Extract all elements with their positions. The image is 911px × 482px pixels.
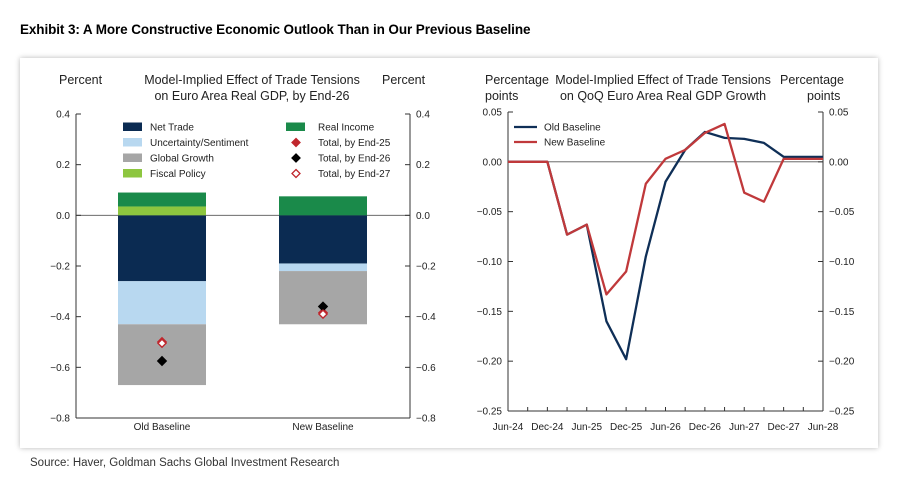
right-chart-x-tick-label: Dec-24 — [531, 422, 564, 433]
right-chart-left-tick-label: 0.05 — [483, 108, 503, 119]
right-chart-x-tick-label: Dec-27 — [768, 422, 801, 433]
right-chart-title-line-1: Model-Implied Effect of Trade Tensions — [555, 73, 771, 87]
left-chart-left-unit: Percent — [59, 73, 103, 87]
legend-label: New Baseline — [544, 138, 606, 149]
legend-swatch — [123, 169, 142, 178]
left-chart-title-line-2: on Euro Area Real GDP, by End-26 — [154, 89, 349, 103]
legend-swatch — [123, 122, 142, 131]
legend-label: Fiscal Policy — [150, 169, 206, 180]
legend-marker — [291, 168, 301, 179]
legend-label: Uncertainty/Sentiment — [150, 138, 249, 149]
bar-segment-global-growth — [118, 324, 206, 386]
right-chart-x-tick-label: Dec-26 — [689, 422, 722, 433]
right-chart-right-tick-label: −0.20 — [829, 357, 855, 368]
legend-label: Real Income — [318, 123, 375, 134]
bar-segment-net-trade — [118, 215, 206, 282]
legend-label: Net Trade — [150, 123, 194, 134]
left-chart-right-tick-label: 0.0 — [416, 211, 430, 222]
left-chart-right-tick-label: −0.8 — [416, 414, 436, 425]
right-chart-right-tick-label: −0.10 — [829, 257, 855, 268]
legend-marker — [291, 153, 301, 163]
left-chart-left-tick-label: 0.2 — [56, 160, 70, 171]
bar-segment-real-income — [279, 196, 367, 216]
right-chart-x-tick-label: Jun-27 — [729, 422, 760, 433]
legend-label: Global Growth — [150, 154, 214, 165]
left-chart-left-tick-label: −0.2 — [50, 262, 70, 273]
right-chart-x-tick-label: Jun-25 — [571, 422, 602, 433]
left-chart-right-tick-label: −0.4 — [416, 312, 436, 323]
right-chart-left-unit-line-1: Percentage — [485, 73, 549, 87]
legend-label: Total, by End-27 — [318, 169, 391, 180]
bar-segment-uncertainty — [118, 281, 206, 325]
right-chart-right-tick-label: −0.25 — [829, 407, 855, 418]
right-chart-left-tick-label: 0.00 — [483, 157, 503, 168]
left-chart-right-unit: Percent — [382, 73, 426, 87]
right-chart-right-unit-line-1: Percentage — [780, 73, 844, 87]
marker-marker-end27 — [157, 338, 167, 349]
left-chart-left-tick-label: −0.6 — [50, 363, 70, 374]
marker-marker-end26 — [156, 355, 168, 367]
legend-swatch — [123, 138, 142, 147]
right-line-chart: Percentage points Percentage points Mode… — [477, 73, 855, 433]
left-chart-left-tick-label: 0.0 — [56, 211, 70, 222]
right-chart-left-tick-label: −0.10 — [477, 257, 503, 268]
right-chart-right-tick-label: 0.05 — [829, 108, 849, 119]
left-chart-right-tick-label: −0.2 — [416, 262, 436, 273]
right-chart-left-unit-line-2: points — [485, 89, 518, 103]
left-chart-category-label: Old Baseline — [134, 422, 191, 433]
exhibit-title: Exhibit 3: A More Constructive Economic … — [20, 22, 531, 37]
right-chart-x-tick-label: Jun-24 — [493, 422, 524, 433]
left-chart-right-tick-label: 0.4 — [416, 110, 430, 121]
charts-canvas: Percent Percent Model-Implied Effect of … — [50, 73, 855, 433]
right-chart-left-tick-label: −0.20 — [477, 357, 503, 368]
left-chart-left-tick-label: −0.8 — [50, 414, 70, 425]
legend-label: Total, by End-26 — [318, 154, 391, 165]
right-chart-left-tick-label: −0.05 — [477, 207, 503, 218]
left-chart-left-tick-label: −0.4 — [50, 312, 70, 323]
bar-segment-real-income — [118, 192, 206, 207]
right-chart-right-tick-label: −0.05 — [829, 207, 855, 218]
right-chart-x-tick-label: Dec-25 — [610, 422, 643, 433]
bar-segment-net-trade — [279, 215, 367, 264]
right-chart-left-tick-label: −0.25 — [477, 407, 503, 418]
legend-marker — [291, 137, 301, 148]
legend-label: Total, by End-25 — [318, 138, 391, 149]
legend-label: Old Baseline — [544, 123, 601, 134]
bar-segment-fiscal-policy — [118, 206, 206, 216]
right-chart-right-unit-line-2: points — [807, 89, 840, 103]
line-series-new-baseline-line — [508, 122, 823, 296]
right-chart-x-tick-label: Jun-28 — [808, 422, 839, 433]
left-chart-right-tick-label: 0.2 — [416, 160, 430, 171]
left-bar-chart: Percent Percent Model-Implied Effect of … — [50, 73, 436, 433]
right-chart-right-tick-label: 0.00 — [829, 157, 849, 168]
marker-marker-end27 — [318, 309, 328, 320]
left-chart-left-tick-label: 0.4 — [56, 110, 70, 121]
legend-swatch — [123, 153, 142, 162]
bar-segment-uncertainty — [279, 263, 367, 272]
right-chart-left-tick-label: −0.15 — [477, 307, 503, 318]
left-chart-title-line-1: Model-Implied Effect of Trade Tensions — [144, 73, 360, 87]
right-chart-title-line-2: on QoQ Euro Area Real GDP Growth — [560, 89, 766, 103]
line-series-old-baseline-line — [508, 130, 823, 361]
legend-swatch — [286, 122, 305, 131]
right-chart-x-tick-label: Jun-26 — [650, 422, 681, 433]
right-chart-right-tick-label: −0.15 — [829, 307, 855, 318]
source-note: Source: Haver, Goldman Sachs Global Inve… — [30, 457, 340, 469]
left-chart-category-label: New Baseline — [292, 422, 354, 433]
left-chart-right-tick-label: −0.6 — [416, 363, 436, 374]
